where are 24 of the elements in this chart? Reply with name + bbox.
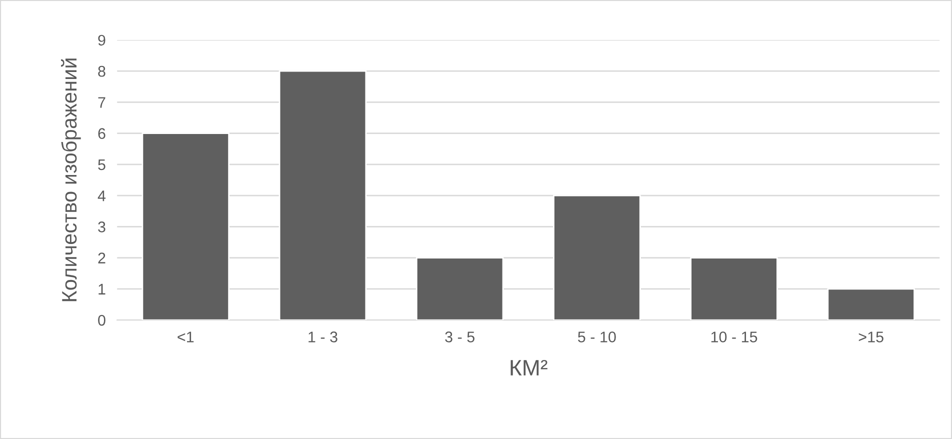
bar bbox=[553, 194, 641, 320]
y-axis-title: Количество изображений bbox=[61, 58, 81, 302]
y-tick-label: 7 bbox=[98, 97, 106, 108]
x-tick-label: >15 bbox=[858, 332, 884, 342]
y-tick-label: 3 bbox=[98, 222, 106, 232]
x-tick-label: <1 bbox=[178, 332, 194, 342]
x-axis-title: КМ² bbox=[510, 360, 548, 376]
bar bbox=[827, 288, 915, 320]
bar bbox=[278, 70, 367, 320]
bar bbox=[416, 257, 504, 320]
y-tick-label: 1 bbox=[98, 284, 106, 294]
x-tick-label: 10 - 15 bbox=[711, 332, 758, 342]
bar bbox=[690, 257, 778, 320]
x-tick-label: 3 - 5 bbox=[445, 332, 474, 342]
y-tick-label: 9 bbox=[98, 34, 106, 46]
y-tick-label: 8 bbox=[98, 66, 106, 77]
x-tick-label: 5 - 10 bbox=[578, 332, 616, 342]
y-tick-label: 6 bbox=[98, 128, 106, 139]
y-tick-label: 2 bbox=[98, 252, 106, 264]
bar bbox=[142, 132, 230, 320]
y-tick-label: 0 bbox=[98, 314, 106, 326]
y-tick-label: 5 bbox=[98, 159, 106, 170]
y-tick-label: 4 bbox=[98, 190, 106, 202]
x-tick-label: 1 - 3 bbox=[308, 332, 338, 342]
